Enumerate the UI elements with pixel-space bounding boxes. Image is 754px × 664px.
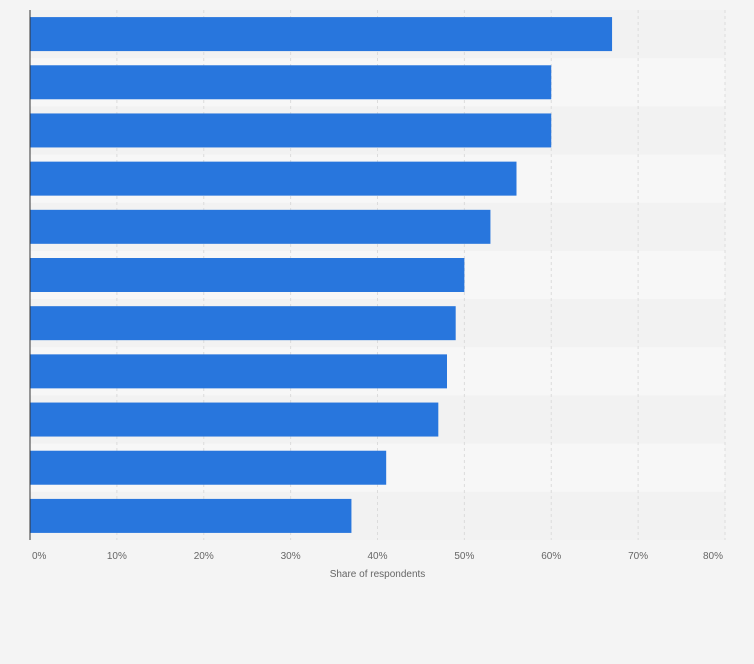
- bar[interactable]: [30, 450, 387, 485]
- x-axis-title: Share of respondents: [330, 569, 426, 580]
- bar[interactable]: [30, 209, 491, 244]
- bar[interactable]: [30, 161, 517, 196]
- x-tick-label: 40%: [367, 551, 387, 562]
- x-tick-label: 10%: [107, 551, 127, 562]
- bar[interactable]: [30, 498, 352, 533]
- x-tick-label: 20%: [194, 551, 214, 562]
- bar[interactable]: [30, 354, 447, 389]
- x-axis-ticks: 0% 10% 20% 30% 40% 50% 60% 70% 80%: [32, 551, 723, 562]
- x-tick-label: 60%: [541, 551, 561, 562]
- x-tick-label: 70%: [628, 551, 648, 562]
- bar[interactable]: [30, 258, 465, 292]
- bars: [30, 17, 613, 533]
- x-tick-label: 30%: [281, 551, 301, 562]
- x-tick-label: 80%: [703, 551, 723, 562]
- bar[interactable]: [30, 17, 613, 52]
- bar[interactable]: [30, 65, 552, 100]
- bar[interactable]: [30, 113, 552, 148]
- x-tick-label: 50%: [454, 551, 474, 562]
- bar[interactable]: [30, 306, 456, 341]
- bar[interactable]: [30, 402, 439, 437]
- x-tick-label: 0%: [32, 551, 47, 562]
